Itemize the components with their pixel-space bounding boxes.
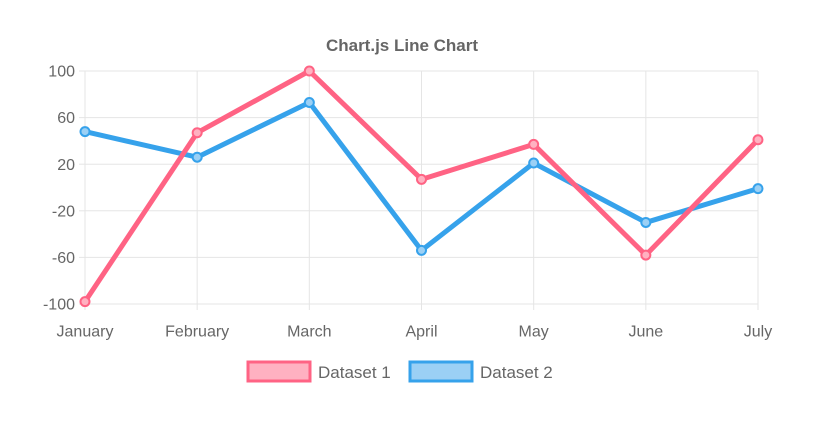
axis-labels-layer: 100 60 20 -20 -60 -100 January February March Apr… — [43, 64, 772, 341]
series-layer — [79, 65, 764, 308]
data-point-dataset-2[interactable] — [303, 96, 315, 108]
y-tick-label: 60 — [57, 110, 75, 127]
data-point-dataset-2[interactable] — [79, 126, 91, 138]
x-tick-label: February — [165, 324, 229, 341]
legend: Dataset 1 Dataset 2 — [246, 360, 553, 383]
x-tick-label: June — [628, 324, 663, 341]
data-point-dataset-1[interactable] — [79, 296, 91, 308]
data-point-dataset-2[interactable] — [416, 244, 427, 256]
data-point-dataset-2[interactable] — [191, 151, 203, 163]
x-tick-label: May — [519, 324, 549, 341]
y-tick-label: -100 — [43, 297, 75, 314]
x-tick-label: March — [287, 324, 331, 341]
legend-swatch-dataset-1 — [246, 360, 312, 383]
data-point-dataset-2[interactable] — [752, 183, 764, 195]
legend-item-dataset-2[interactable]: Dataset 2 — [408, 360, 553, 383]
chart-title: Chart.js Line Chart — [326, 36, 478, 55]
data-point-dataset-1[interactable] — [191, 127, 203, 139]
x-tick-label: January — [57, 324, 114, 341]
y-tick-label: -60 — [52, 250, 75, 267]
data-point-dataset-1[interactable] — [752, 134, 764, 146]
legend-label-dataset-1: Dataset 1 — [318, 363, 391, 382]
y-tick-label: 20 — [57, 157, 75, 174]
data-point-dataset-1[interactable] — [528, 138, 540, 150]
legend-swatch-dataset-2 — [408, 360, 474, 383]
data-point-dataset-1[interactable] — [640, 249, 652, 261]
y-tick-label: -20 — [52, 203, 75, 220]
grid-layer — [79, 70, 759, 310]
y-tick-label: 100 — [48, 64, 75, 81]
x-tick-label: April — [405, 324, 437, 341]
data-point-dataset-2[interactable] — [528, 157, 540, 169]
legend-label-dataset-2: Dataset 2 — [480, 363, 553, 382]
data-point-dataset-1[interactable] — [303, 65, 315, 77]
data-point-dataset-1[interactable] — [416, 173, 427, 185]
data-point-dataset-2[interactable] — [640, 216, 652, 228]
x-tick-label: July — [744, 324, 772, 341]
legend-item-dataset-1[interactable]: Dataset 1 — [246, 360, 391, 383]
